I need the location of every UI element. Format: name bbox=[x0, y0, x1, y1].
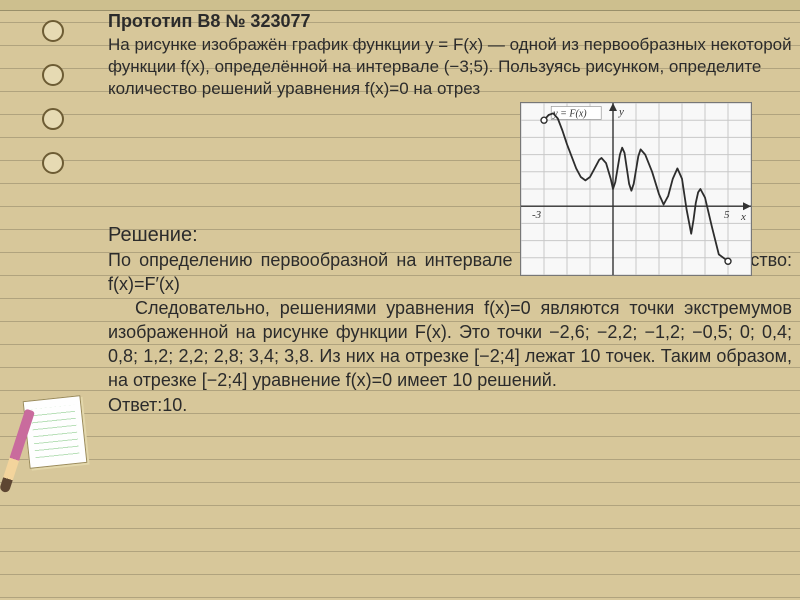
graph-svg: -35xyy = F(x) bbox=[521, 103, 751, 275]
svg-text:-3: -3 bbox=[532, 209, 542, 221]
solution-line2: Следовательно, решениями уравнения f(x)=… bbox=[108, 296, 792, 392]
binding-hole bbox=[42, 108, 64, 130]
notepad-pad bbox=[23, 395, 88, 469]
binding-hole bbox=[42, 152, 64, 174]
page: Прототип B8 № 323077 На рисунке изображё… bbox=[0, 0, 800, 600]
svg-text:x: x bbox=[740, 211, 746, 223]
answer: Ответ:10. bbox=[108, 394, 792, 416]
svg-text:5: 5 bbox=[724, 209, 730, 221]
spiral-binding bbox=[34, 0, 70, 600]
binding-hole bbox=[42, 20, 64, 42]
problem-title: Прототип B8 № 323077 bbox=[108, 10, 792, 32]
notepad-decoration bbox=[14, 388, 94, 498]
answer-value: 10. bbox=[162, 395, 187, 415]
problem-text: На рисунке изображён график функции y = … bbox=[108, 34, 792, 100]
answer-label: Ответ: bbox=[108, 395, 162, 415]
graph-panel: -35xyy = F(x) bbox=[520, 102, 752, 276]
svg-text:y: y bbox=[618, 106, 624, 118]
binding-hole bbox=[42, 64, 64, 86]
content-area: Прототип B8 № 323077 На рисунке изображё… bbox=[108, 10, 792, 594]
